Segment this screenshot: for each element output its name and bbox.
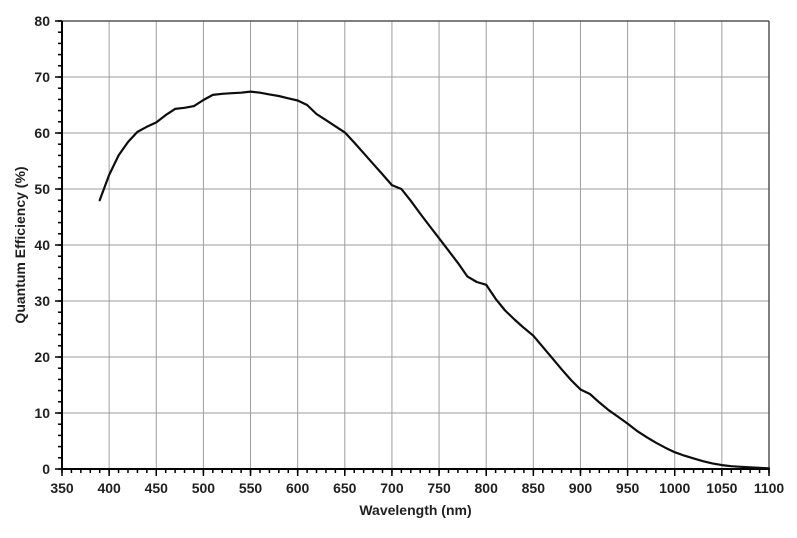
- svg-text:850: 850: [522, 480, 546, 496]
- svg-text:50: 50: [34, 181, 50, 197]
- svg-text:900: 900: [569, 480, 593, 496]
- svg-text:20: 20: [34, 349, 50, 365]
- y-tick-labels: 0 10 20 30 40 50 60 70 80: [34, 13, 50, 477]
- svg-text:10: 10: [34, 405, 50, 421]
- svg-text:1050: 1050: [706, 480, 737, 496]
- svg-text:650: 650: [333, 480, 357, 496]
- svg-text:40: 40: [34, 237, 50, 253]
- axes: [61, 21, 769, 470]
- quantum-efficiency-curve: [98, 90, 771, 470]
- svg-text:1000: 1000: [659, 480, 690, 496]
- svg-text:550: 550: [239, 480, 263, 496]
- plot-border: [62, 20, 770, 469]
- axis-ticks: [55, 20, 770, 476]
- svg-text:350: 350: [50, 480, 74, 496]
- svg-text:800: 800: [475, 480, 499, 496]
- x-tick-labels: 350 400 450 500 550 600 650 700 750 800 850 900 950 1…: [50, 480, 784, 496]
- svg-text:60: 60: [34, 125, 50, 141]
- svg-text:1100: 1100: [754, 480, 785, 496]
- svg-text:750: 750: [427, 480, 451, 496]
- svg-text:450: 450: [145, 480, 169, 496]
- svg-text:500: 500: [192, 480, 216, 496]
- gridlines: [62, 20, 770, 469]
- y-axis-title: Quantum Efficiency (%): [12, 166, 28, 324]
- svg-text:400: 400: [97, 480, 121, 496]
- svg-text:0: 0: [42, 461, 50, 477]
- svg-text:700: 700: [380, 480, 404, 496]
- svg-text:950: 950: [616, 480, 640, 496]
- svg-text:30: 30: [34, 293, 50, 309]
- x-axis-title: Wavelength (nm): [359, 502, 472, 518]
- svg-text:600: 600: [286, 480, 310, 496]
- svg-text:70: 70: [34, 69, 50, 85]
- svg-text:80: 80: [34, 13, 50, 29]
